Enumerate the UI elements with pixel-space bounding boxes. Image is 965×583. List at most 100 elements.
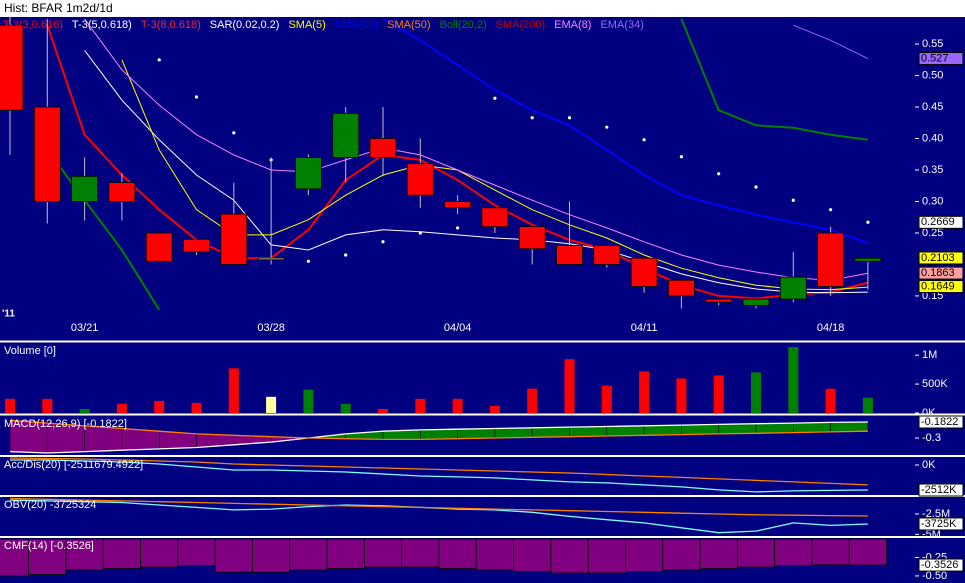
series-line xyxy=(9,497,868,517)
sar-dot xyxy=(605,125,609,129)
series-line xyxy=(382,18,869,244)
cmf-bar xyxy=(214,538,253,573)
series-line xyxy=(46,18,869,311)
value-tag xyxy=(918,266,964,280)
sar-dot xyxy=(642,138,646,142)
sar-dot xyxy=(679,155,684,159)
candle-body xyxy=(518,226,546,250)
candle-body xyxy=(108,182,136,202)
candle-body xyxy=(332,112,360,158)
value-tag-label: -2512K xyxy=(921,484,957,496)
cmf-bar xyxy=(475,538,514,571)
candle-body xyxy=(145,232,173,262)
cmf-bar xyxy=(774,538,813,566)
y-tick-label: -2.5M xyxy=(922,508,950,520)
value-tag xyxy=(918,483,964,497)
x-tick-label: 04/11 xyxy=(631,322,658,334)
value-tag-label: 0.527 xyxy=(921,52,949,64)
candle-body xyxy=(593,245,621,265)
legend-entry: SAR(0.02,0.2) xyxy=(210,19,280,31)
panel-plot xyxy=(9,497,868,534)
series-line xyxy=(9,421,868,454)
macd-histogram xyxy=(420,428,458,440)
cmf-bar xyxy=(662,538,701,571)
y-tick-label: -5M xyxy=(922,528,941,540)
volume-bar xyxy=(564,359,575,413)
y-tick-label: 0.50 xyxy=(922,69,943,81)
volume-bar xyxy=(303,389,314,413)
title-bar xyxy=(0,0,965,17)
candle-body xyxy=(0,24,24,111)
value-tag xyxy=(918,558,964,572)
value-tag xyxy=(918,280,964,294)
volume-bar xyxy=(489,405,500,413)
x-tick-label: 03/28 xyxy=(257,322,285,334)
sar-dot xyxy=(493,96,497,100)
candle-body xyxy=(71,175,98,202)
macd-histogram xyxy=(494,427,533,439)
volume-bar xyxy=(601,385,612,413)
value-tag xyxy=(918,52,964,66)
cmf-bar xyxy=(140,538,179,568)
candle-body xyxy=(668,279,695,297)
volume-bar xyxy=(228,368,239,413)
macd-histogram xyxy=(569,426,608,437)
cmf-bar xyxy=(289,538,328,571)
panel-title: CMF(14) [-0.3526] xyxy=(4,540,94,552)
cmf-bar xyxy=(252,538,291,573)
panel-plot xyxy=(5,347,873,413)
candle-body xyxy=(369,138,397,158)
macd-histogram xyxy=(606,425,645,437)
macd-histogram xyxy=(121,428,160,451)
macd-histogram xyxy=(718,423,757,435)
cmf-bar xyxy=(848,538,887,566)
sar-dot xyxy=(829,208,833,212)
value-tag-label: -0.3526 xyxy=(921,559,958,571)
candle-body xyxy=(481,207,509,228)
cmf-bar xyxy=(102,538,141,569)
series-line xyxy=(10,459,868,493)
candle-body xyxy=(444,201,472,209)
sar-dot xyxy=(344,253,348,257)
window-title: Hist: BFAR 1m2d/1d xyxy=(4,1,113,15)
volume-bar xyxy=(676,378,687,413)
y-tick-label: 0.40 xyxy=(922,132,943,144)
volume-bar xyxy=(751,372,761,413)
candle-body xyxy=(257,257,285,261)
value-tag-label: 0.2669 xyxy=(921,216,955,228)
value-tag xyxy=(918,215,964,229)
macd-histogram xyxy=(830,421,869,433)
sar-dot xyxy=(418,231,422,235)
legend-entry: T-3(8,0.618) xyxy=(141,19,201,31)
cmf-bar xyxy=(177,538,216,566)
volume-bar xyxy=(79,408,90,413)
y-tick-label: 500K xyxy=(922,378,948,390)
cmf-bar xyxy=(513,538,552,572)
sar-dot xyxy=(194,95,199,99)
sar-dot xyxy=(381,240,385,244)
sar-dot xyxy=(530,116,534,120)
panel-plot xyxy=(0,17,882,311)
value-tag xyxy=(918,517,964,531)
legend-entry: SMA(5) xyxy=(288,19,325,31)
x-tick-label: 04/04 xyxy=(444,322,472,334)
series-line xyxy=(793,24,869,60)
cmf-bar xyxy=(811,538,850,566)
legend-entry: T-3(5,0.618) xyxy=(72,19,132,31)
candle-body xyxy=(183,238,210,253)
panel-plot xyxy=(9,457,868,493)
macd-histogram xyxy=(531,426,570,438)
value-tag-label: -3725K xyxy=(921,518,957,530)
sar-dot xyxy=(306,259,310,263)
volume-bar xyxy=(116,403,127,413)
series-line xyxy=(84,50,868,294)
volume-bar xyxy=(527,388,538,413)
candle-body xyxy=(817,232,844,287)
legend-entry: SMA(20) xyxy=(335,19,378,31)
legend-entry: EMA(34) xyxy=(600,19,643,31)
sar-dot xyxy=(232,131,236,135)
macd-histogram xyxy=(643,424,682,436)
sar-dot xyxy=(717,172,721,176)
panel-title: Volume [0] xyxy=(4,345,56,357)
